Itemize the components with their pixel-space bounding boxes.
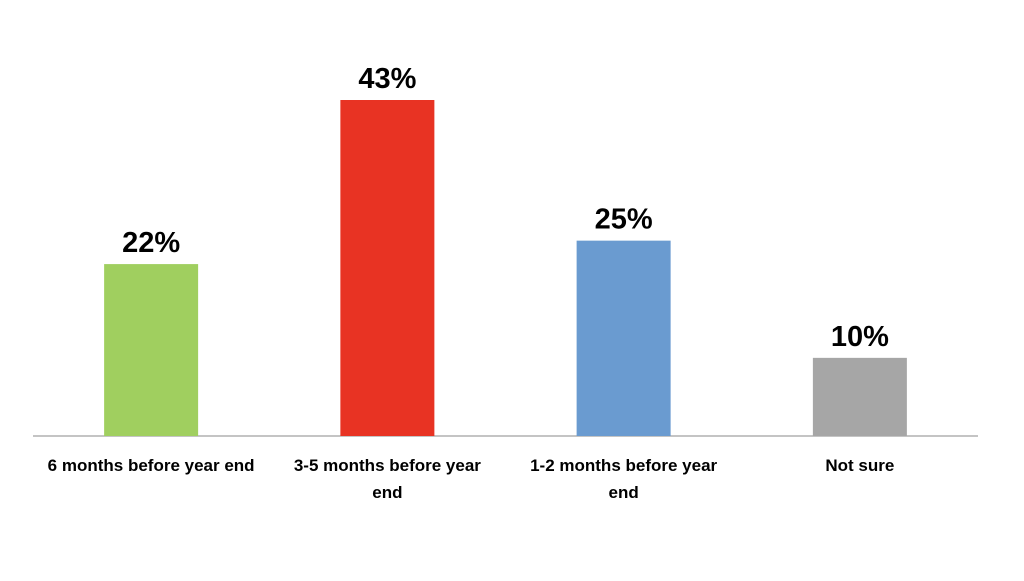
- value-label: 43%: [358, 63, 416, 95]
- value-label: 22%: [122, 227, 180, 259]
- x-tick-label: 3-5 months before year end: [293, 456, 481, 502]
- x-tick-label: 6 months before year end: [47, 456, 255, 475]
- x-tick-label: 1-2 months before year end: [530, 456, 718, 502]
- bar: [576, 240, 671, 436]
- bar: [812, 357, 907, 436]
- bar: [104, 264, 199, 436]
- x-tick-label: Not sure: [825, 456, 895, 475]
- value-label: 25%: [595, 204, 653, 236]
- value-label: 10%: [831, 321, 889, 353]
- bar: [340, 100, 435, 436]
